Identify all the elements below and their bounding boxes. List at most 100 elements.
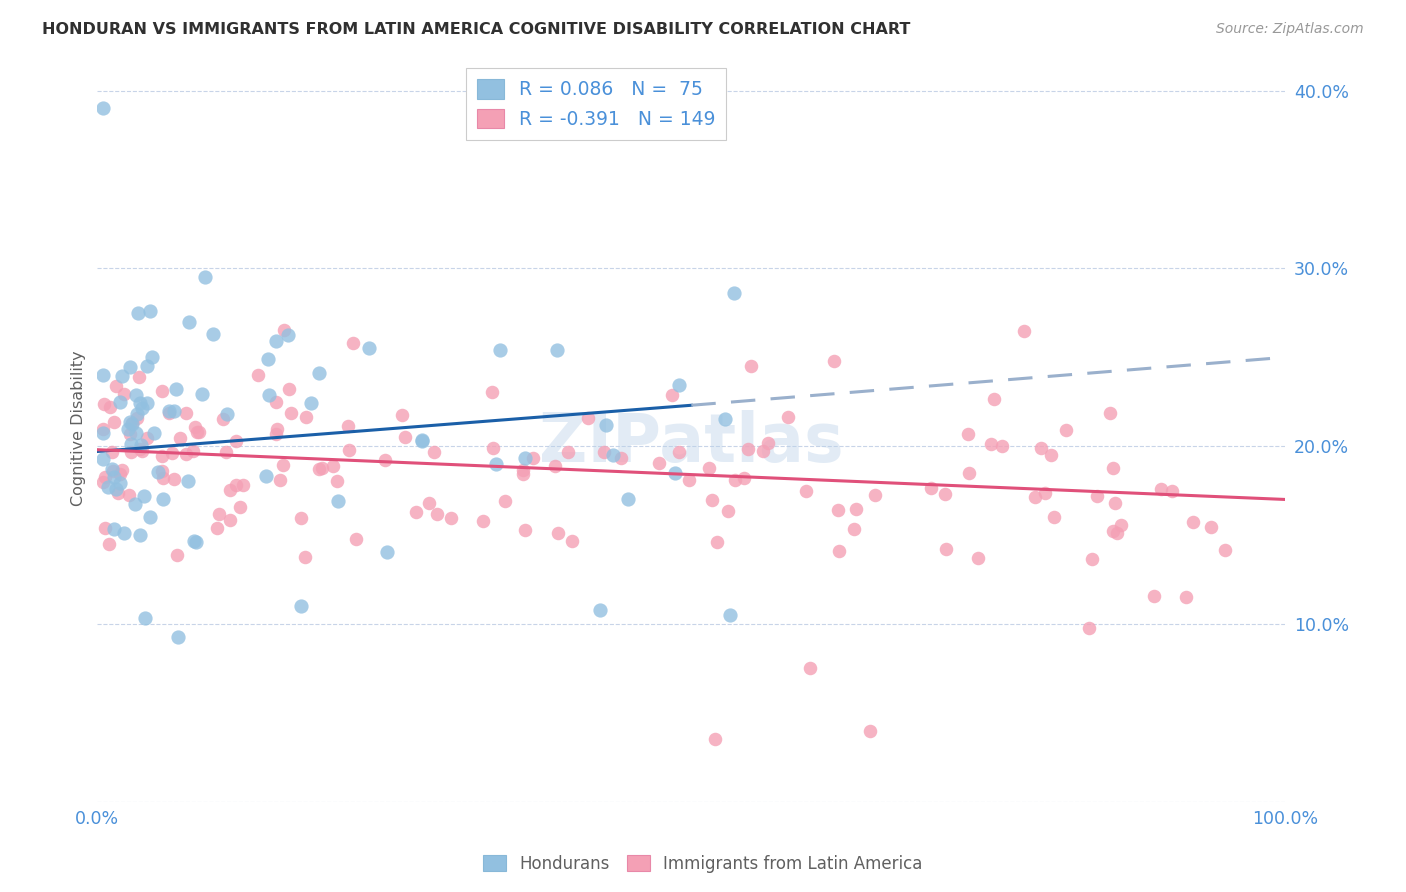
Point xyxy=(513,451,536,466)
Point xyxy=(183,534,205,549)
Point xyxy=(546,343,568,357)
Point xyxy=(344,532,367,546)
Point xyxy=(756,436,779,450)
Point xyxy=(405,505,427,519)
Point xyxy=(202,326,225,341)
Point xyxy=(823,354,845,368)
Point xyxy=(112,526,135,541)
Point xyxy=(1174,590,1197,604)
Point xyxy=(165,382,187,396)
Point xyxy=(129,442,152,456)
Point xyxy=(980,437,1002,451)
Point xyxy=(273,323,295,337)
Point xyxy=(842,522,865,536)
Point xyxy=(1213,542,1236,557)
Point xyxy=(120,415,142,429)
Point xyxy=(522,450,544,465)
Point xyxy=(1102,524,1125,538)
Point xyxy=(776,409,799,424)
Point xyxy=(190,387,212,401)
Point xyxy=(214,445,236,459)
Point xyxy=(150,450,173,464)
Point xyxy=(188,425,211,439)
Point xyxy=(100,462,122,476)
Point xyxy=(617,492,640,507)
Point xyxy=(1101,461,1123,475)
Point xyxy=(440,510,463,524)
Point xyxy=(129,396,152,410)
Point xyxy=(118,359,141,374)
Point xyxy=(1081,551,1104,566)
Point xyxy=(247,368,270,382)
Point xyxy=(1161,484,1184,499)
Point xyxy=(163,404,186,418)
Point xyxy=(394,429,416,443)
Point xyxy=(120,437,142,451)
Point xyxy=(299,395,322,409)
Point xyxy=(934,487,956,501)
Point xyxy=(489,343,512,357)
Point xyxy=(264,395,287,409)
Point xyxy=(183,420,205,434)
Point xyxy=(117,488,139,502)
Point xyxy=(326,494,349,508)
Point xyxy=(713,412,735,426)
Point xyxy=(174,406,197,420)
Point xyxy=(1043,510,1066,524)
Point xyxy=(125,410,148,425)
Point xyxy=(737,442,759,456)
Point xyxy=(845,501,868,516)
Point xyxy=(186,425,208,439)
Point xyxy=(576,411,599,425)
Point xyxy=(322,459,344,474)
Point xyxy=(152,471,174,485)
Point xyxy=(700,493,723,508)
Point xyxy=(277,327,299,342)
Point xyxy=(481,385,503,400)
Point xyxy=(91,425,114,440)
Point xyxy=(1150,482,1173,496)
Point xyxy=(121,417,143,431)
Point xyxy=(717,504,740,518)
Point xyxy=(648,456,671,470)
Point xyxy=(152,491,174,506)
Point xyxy=(308,366,330,380)
Point xyxy=(990,439,1012,453)
Point xyxy=(91,368,114,382)
Point xyxy=(169,432,191,446)
Point xyxy=(472,515,495,529)
Point xyxy=(426,507,449,521)
Point xyxy=(218,483,240,498)
Point xyxy=(131,401,153,415)
Point xyxy=(124,497,146,511)
Point xyxy=(1104,496,1126,510)
Point xyxy=(105,482,128,496)
Point xyxy=(224,434,246,449)
Point xyxy=(94,470,117,484)
Point xyxy=(294,549,316,564)
Point xyxy=(98,400,121,414)
Point xyxy=(724,473,747,487)
Point xyxy=(336,418,359,433)
Point xyxy=(93,397,115,411)
Point xyxy=(1181,515,1204,529)
Point xyxy=(1054,424,1077,438)
Point xyxy=(108,394,131,409)
Point xyxy=(661,387,683,401)
Point xyxy=(143,425,166,440)
Point xyxy=(593,445,616,459)
Point xyxy=(418,496,440,510)
Point xyxy=(150,464,173,478)
Point xyxy=(254,469,277,483)
Point xyxy=(733,470,755,484)
Point xyxy=(125,387,148,401)
Point xyxy=(167,630,190,644)
Y-axis label: Cognitive Disability: Cognitive Disability xyxy=(72,351,86,506)
Point xyxy=(1078,621,1101,635)
Point xyxy=(827,544,849,558)
Point xyxy=(105,378,128,392)
Point xyxy=(91,422,114,436)
Point xyxy=(264,426,287,441)
Point xyxy=(107,485,129,500)
Point xyxy=(157,404,180,418)
